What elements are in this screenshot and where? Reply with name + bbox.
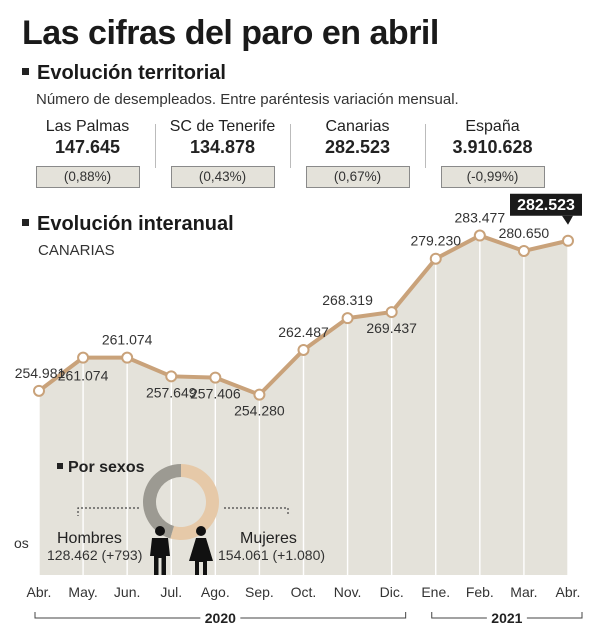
data-point <box>297 343 310 356</box>
region-name: España <box>465 118 520 135</box>
x-tick-label: Dic. <box>380 584 404 600</box>
region-name: Canarias <box>325 118 390 135</box>
connector-line-men <box>77 507 139 516</box>
x-tick-label: Jul. <box>160 584 182 600</box>
x-tick-label: May. <box>68 584 97 600</box>
man-icon-head <box>155 526 165 536</box>
x-tick-label: Nov. <box>334 584 362 600</box>
donut-slice-women <box>170 464 219 540</box>
highlight-label-pointer <box>562 215 573 225</box>
year-label: 2020 <box>205 610 236 626</box>
data-point <box>77 351 90 364</box>
territorial-subtitle: Número de desempleados. Entre paréntesis… <box>36 91 459 108</box>
men-label: Hombres <box>57 530 122 547</box>
year-label-bg <box>200 612 241 624</box>
data-point <box>253 388 266 401</box>
man-icon <box>150 526 170 575</box>
region-variation: (-0,99%) <box>440 166 545 188</box>
year-label-bg <box>486 612 527 624</box>
section-heading-interanual: Evolución interanual <box>22 213 234 236</box>
woman-icon <box>189 526 213 575</box>
data-point <box>209 371 222 384</box>
data-point <box>385 306 398 319</box>
data-label: 261.074 <box>58 368 109 384</box>
region-las-palmas: Las Palmas 147.645 (0,88%) <box>20 118 155 196</box>
woman-icon-body <box>189 538 213 575</box>
region-sc-tenerife: SC de Tenerife 134.878 (0,43%) <box>155 118 290 196</box>
x-tick-label: Ene. <box>421 584 450 600</box>
region-canarias: Canarias 282.523 (0,67%) <box>290 118 425 196</box>
data-point <box>121 351 134 364</box>
data-point <box>517 244 530 257</box>
year-bracket <box>431 612 583 619</box>
donut-slice-men <box>142 464 181 539</box>
data-label: 262.487 <box>278 324 329 340</box>
year-label: 2021 <box>491 610 522 626</box>
bullet-square-icon <box>57 463 63 469</box>
cut-off-text: os <box>14 535 29 551</box>
region-value: 3.910.628 <box>452 137 533 157</box>
highlight-label-box <box>510 193 582 216</box>
x-tick-label: Feb. <box>466 584 494 600</box>
women-detail: 154.061 (+1.080) <box>218 547 325 563</box>
region-name: Las Palmas <box>45 118 130 135</box>
region-value: 147.645 <box>54 137 121 157</box>
x-tick-label: Abr. <box>27 584 52 600</box>
connector-line-women <box>224 507 289 516</box>
region-name: SC de Tenerife <box>169 118 276 135</box>
interanual-heading-text: Evolución interanual <box>37 213 234 235</box>
x-tick-label: Mar. <box>510 584 537 600</box>
region-variation: (0,88%) <box>35 166 140 188</box>
data-point <box>429 252 442 265</box>
woman-icon-head <box>196 526 206 536</box>
data-point <box>473 229 486 242</box>
bullet-square-icon <box>22 68 29 76</box>
region-value: 282.523 <box>324 137 391 157</box>
data-label: 268.319 <box>322 292 373 308</box>
region-value: 134.878 <box>189 137 256 157</box>
interanual-subtitle: CANARIAS <box>38 242 115 259</box>
data-point <box>341 312 354 325</box>
data-label: 279.230 <box>410 233 461 249</box>
data-label: 280.650 <box>499 225 550 241</box>
men-detail: 128.462 (+793) <box>47 547 142 563</box>
data-point <box>562 234 574 247</box>
data-label: 257.649 <box>146 384 197 400</box>
data-label: 254.981 <box>15 365 66 381</box>
region-variation: (0,67%) <box>305 166 410 188</box>
region-espana: España 3.910.628 (-0,99%) <box>425 118 560 196</box>
x-tick-label: Sep. <box>245 584 274 600</box>
region-variation: (0,43%) <box>170 166 275 188</box>
by-sex-heading: Por sexos <box>68 459 145 476</box>
bullet-square-icon <box>22 219 29 227</box>
chart-area <box>39 235 568 575</box>
data-point <box>165 370 178 383</box>
page-title: Las cifras del paro en abril <box>22 14 439 52</box>
series-line <box>37 233 569 397</box>
section-heading-territorial: Evolución territorial <box>22 62 226 85</box>
data-label: 269.437 <box>366 320 417 336</box>
data-label: 283.477 <box>455 210 506 226</box>
data-point <box>33 384 45 397</box>
regions-table: Las Palmas 147.645 (0,88%) SC de Tenerif… <box>20 118 560 196</box>
data-label: 257.406 <box>190 386 241 402</box>
data-label-highlight: 282.523 <box>517 197 575 214</box>
x-tick-label: Oct. <box>291 584 317 600</box>
territorial-heading-text: Evolución territorial <box>37 62 226 84</box>
women-label: Mujeres <box>240 530 297 547</box>
year-bracket <box>34 612 407 619</box>
x-tick-label: Jun. <box>114 584 140 600</box>
data-label: 254.280 <box>234 403 285 419</box>
data-label: 261.074 <box>102 332 153 348</box>
man-icon-body <box>150 538 170 575</box>
x-tick-label: Ago. <box>201 584 230 600</box>
x-tick-label: Abr. <box>556 584 581 600</box>
